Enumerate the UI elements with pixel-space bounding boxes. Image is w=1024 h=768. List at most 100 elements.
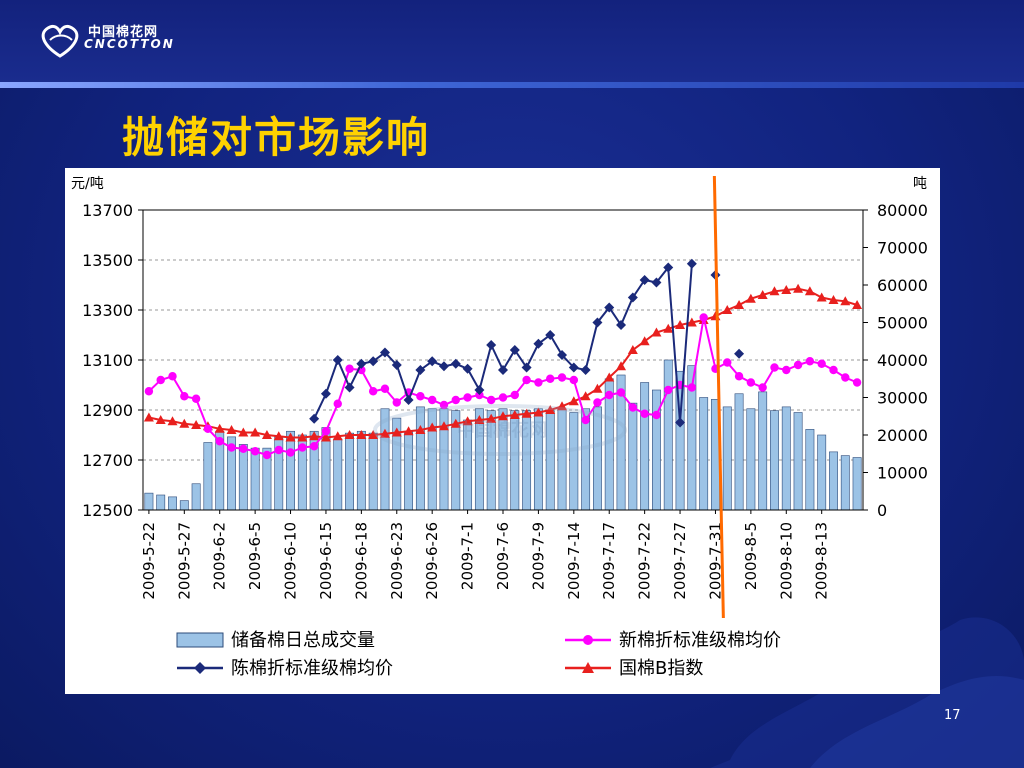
- new-cotton-point: [664, 385, 673, 395]
- old-cotton-point: [415, 365, 426, 375]
- x-tick-label: 2009-7-9: [529, 522, 547, 590]
- new-cotton-point: [345, 364, 354, 373]
- new-cotton-point: [805, 357, 815, 366]
- volume-bar: [545, 410, 555, 511]
- old-cotton-point: [592, 317, 603, 328]
- new-cotton-point: [262, 450, 272, 460]
- b-index-point: [368, 430, 379, 439]
- b-index-point: [533, 407, 544, 417]
- new-cotton-point: [368, 387, 378, 396]
- old-cotton-point: [651, 277, 662, 288]
- b-index-point: [320, 432, 331, 442]
- b-index-point: [675, 320, 686, 329]
- new-cotton-point: [333, 399, 342, 408]
- new-cotton-point: [286, 448, 295, 457]
- b-index-point: [179, 418, 190, 428]
- left-tick-label: 13700: [82, 201, 133, 220]
- b-index-point: [285, 432, 296, 442]
- b-index-point: [828, 295, 839, 304]
- right-tick-label: 80000: [877, 201, 928, 220]
- b-index-point: [840, 296, 851, 306]
- x-tick-label: 2009-6-23: [388, 522, 406, 600]
- b-index-point: [438, 421, 449, 431]
- old-cotton-point: [509, 345, 520, 355]
- b-index-point: [816, 292, 827, 302]
- b-index-point: [509, 410, 520, 419]
- b-index-point: [462, 416, 473, 426]
- volume-bar: [238, 444, 248, 511]
- new-cotton-point: [463, 393, 472, 402]
- b-index-point: [722, 305, 733, 314]
- x-tick-label: 2009-7-14: [565, 522, 583, 600]
- old-cotton-point: [320, 388, 331, 399]
- old-cotton-point: [403, 395, 414, 405]
- new-cotton-point: [782, 365, 791, 375]
- b-index-point: [415, 425, 426, 434]
- volume-bar: [829, 451, 838, 511]
- volume-bar: [628, 402, 638, 511]
- axes: 12500 12700 12900 13100 13300 13500 13700 0 1000…: [82, 175, 928, 619]
- old-cotton-point: [332, 355, 343, 365]
- right-tick-label: 40000: [877, 351, 928, 370]
- volume-bar: [356, 430, 366, 511]
- new-cotton-point: [605, 390, 614, 400]
- legend-marker: [582, 662, 594, 673]
- volume-bar: [758, 391, 768, 511]
- volume-bar: [156, 494, 166, 511]
- old-cotton-point: [627, 292, 638, 303]
- right-tick-label: 0: [877, 501, 887, 520]
- old-cotton-point: [391, 360, 402, 370]
- chart-panel: 12500 12700 12900 13100 13300 13500 13700 0 1000…: [65, 168, 940, 694]
- slide-title: 抛储对市场影响: [122, 113, 431, 162]
- old-cotton-point: [309, 413, 320, 424]
- new-cotton-point: [569, 375, 579, 385]
- volume-bar: [569, 412, 579, 511]
- b-index-point: [852, 300, 863, 309]
- new-cotton-point: [640, 409, 649, 418]
- new-cotton-point: [841, 373, 850, 382]
- b-index-point: [273, 431, 284, 441]
- new-cotton-point: [416, 392, 425, 401]
- right-tick-label: 60000: [877, 276, 928, 295]
- b-index-point: [167, 416, 178, 426]
- b-index-point: [261, 430, 272, 439]
- volume-bar: [746, 408, 756, 511]
- x-tick-label: 2009-8-13: [813, 522, 831, 600]
- old-cotton-point: [486, 340, 497, 350]
- b-index-point: [143, 412, 154, 422]
- new-cotton-point: [522, 375, 531, 385]
- b-index-point: [616, 361, 627, 371]
- old-cotton-point: [368, 356, 379, 367]
- volume-bar: [404, 430, 414, 511]
- volume-bar: [663, 359, 673, 511]
- new-cotton-point: [581, 415, 590, 425]
- old-cotton-point: [675, 417, 686, 428]
- volume-bar: [368, 432, 378, 511]
- b-index-point: [238, 427, 249, 437]
- b-index-point: [769, 286, 780, 296]
- old-cotton-point: [734, 348, 745, 359]
- old-cotton-point: [521, 362, 532, 373]
- new-cotton-point: [191, 394, 201, 403]
- new-cotton-point: [239, 444, 248, 453]
- volume-bar: [817, 434, 827, 511]
- b-index-point: [545, 405, 556, 414]
- new-cotton-point: [427, 395, 437, 405]
- b-index-point: [191, 420, 202, 429]
- x-tick-label: 2009-7-17: [600, 522, 618, 600]
- logo-text-cn: 中国棉花网: [88, 25, 159, 40]
- x-tick-label: 2009-7-6: [494, 522, 512, 590]
- new-cotton-point: [817, 359, 826, 368]
- left-tick-label: 12700: [82, 451, 133, 470]
- old-cotton-point: [580, 365, 591, 375]
- volume-bar: [286, 430, 295, 511]
- header-rule: [0, 82, 1024, 88]
- new-cotton-point: [687, 383, 697, 392]
- b-index-point: [781, 285, 792, 294]
- volume-bar: [203, 442, 213, 511]
- logo-text-en: CNCOTTON: [84, 37, 175, 51]
- new-cotton-point: [758, 383, 767, 392]
- volume-bar: [840, 455, 850, 511]
- volume-bar: [415, 406, 425, 511]
- b-index-point: [710, 311, 721, 321]
